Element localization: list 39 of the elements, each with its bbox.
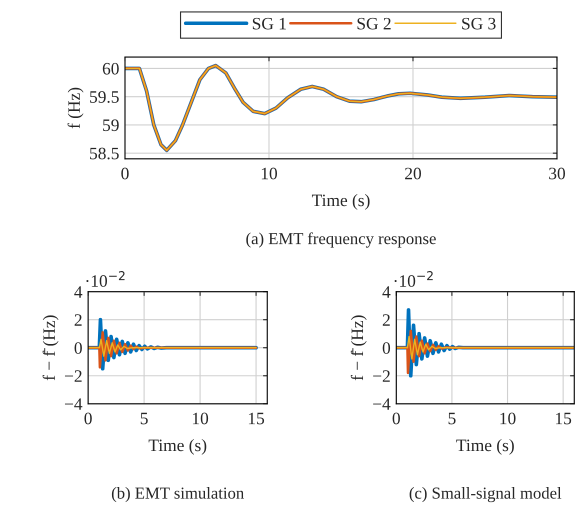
y-tick-label: 2	[382, 314, 390, 326]
y-tick-label: −4	[373, 398, 390, 410]
y-axis-title: f (Hz)	[68, 88, 84, 128]
x-axis-title: Time (s)	[148, 438, 206, 455]
x-tick-label: 30	[549, 168, 566, 180]
x-tick-label: 15	[248, 412, 264, 424]
y-tick-label: 2	[74, 314, 82, 326]
x-axis-title: Time (s)	[456, 438, 514, 455]
y-axis-title: f − f̄ (Hz)	[42, 315, 59, 380]
text: (c) Small-signal model	[410, 487, 562, 502]
y-tick-label: 60	[102, 62, 119, 75]
y-tick-label: −2	[373, 370, 390, 382]
y-tick-label: 0	[74, 342, 82, 354]
text: (a) EMT frequency response	[246, 232, 436, 248]
legend-label: SG 2	[358, 18, 391, 30]
y-tick-label: 58.5	[90, 148, 119, 160]
x-tick-label: 5	[140, 412, 148, 424]
x-tick-label: 10	[262, 168, 278, 180]
y-axis-title: f − f̄ (Hz)	[350, 315, 367, 380]
text: (b) EMT simulation	[112, 487, 244, 502]
y-tick-label: −2	[64, 370, 82, 382]
legend-label: SG 1	[252, 18, 286, 30]
x-tick-label: 5	[448, 412, 456, 424]
x-tick-label: 10	[500, 412, 516, 424]
x-axis-title: Time (s)	[312, 194, 370, 210]
y-tick-label: 0	[382, 342, 390, 354]
x-tick-label: 15	[556, 412, 572, 424]
y-tick-label: 59	[103, 119, 119, 132]
y-tick-label: 4	[74, 286, 82, 298]
y-tick-label: 4	[382, 286, 390, 298]
y-tick-label: 59.5	[90, 91, 119, 103]
text: ·10$^{−2}$	[394, 271, 433, 287]
text: ·10$^{−2}$	[86, 271, 125, 287]
legend-label: SG 3	[462, 18, 496, 30]
x-tick-label: 10	[192, 412, 208, 424]
x-tick-label: 0	[121, 168, 129, 180]
x-tick-label: 20	[405, 168, 422, 180]
x-tick-label: 0	[392, 412, 400, 424]
y-tick-label: −4	[64, 398, 82, 410]
